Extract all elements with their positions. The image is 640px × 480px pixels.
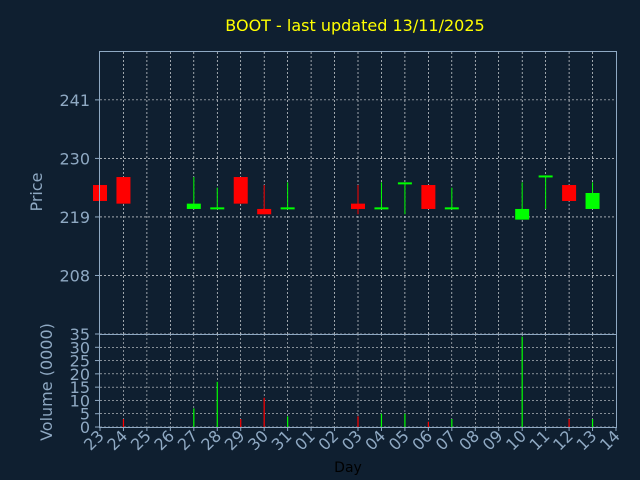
price-tick-label: 241	[59, 91, 90, 110]
volume-tick-label: 5	[80, 405, 90, 424]
x-tick-label: 14	[596, 426, 624, 454]
candle-body	[538, 175, 553, 178]
volume-axis-label: Volume (0000)	[37, 323, 56, 441]
price-axis-label: Price	[27, 172, 46, 211]
volume-tick-label: 15	[70, 378, 90, 397]
volume-tick-label: 10	[70, 391, 90, 410]
candle-body	[374, 207, 389, 210]
candle-body	[257, 208, 272, 215]
x-axis-label: Day	[334, 460, 362, 476]
volume-tick-label: 0	[80, 418, 90, 437]
candle-body	[233, 177, 248, 204]
candle-body	[421, 185, 436, 209]
price-tick-label: 230	[59, 149, 90, 168]
candle-body	[515, 208, 530, 220]
price-tick-label: 219	[59, 208, 90, 227]
candle-body	[210, 207, 225, 210]
volume-tick-label: 20	[70, 365, 90, 384]
volume-tick-label: 25	[70, 352, 90, 371]
candle-body	[562, 185, 577, 201]
candle-body	[186, 203, 201, 209]
price-tick-label: 208	[59, 266, 90, 285]
volume-bars	[122, 336, 594, 427]
price-y-ticks: 241 230 219 208	[59, 91, 100, 285]
x-axis-ticks: 2324252627282930310102030405060708091011…	[80, 426, 624, 454]
candle-body	[280, 207, 295, 210]
candle-body	[116, 177, 131, 204]
candle-body	[585, 193, 600, 209]
candle-body	[397, 182, 412, 185]
candle-body	[351, 203, 365, 209]
volume-tick-label: 30	[70, 338, 90, 357]
candle-body	[444, 207, 459, 210]
volume-tick-label: 35	[70, 325, 90, 344]
chart-title: BOOT - last updated 13/11/2025	[225, 16, 484, 35]
volume-grid	[100, 333, 616, 428]
price-candles	[93, 175, 600, 220]
